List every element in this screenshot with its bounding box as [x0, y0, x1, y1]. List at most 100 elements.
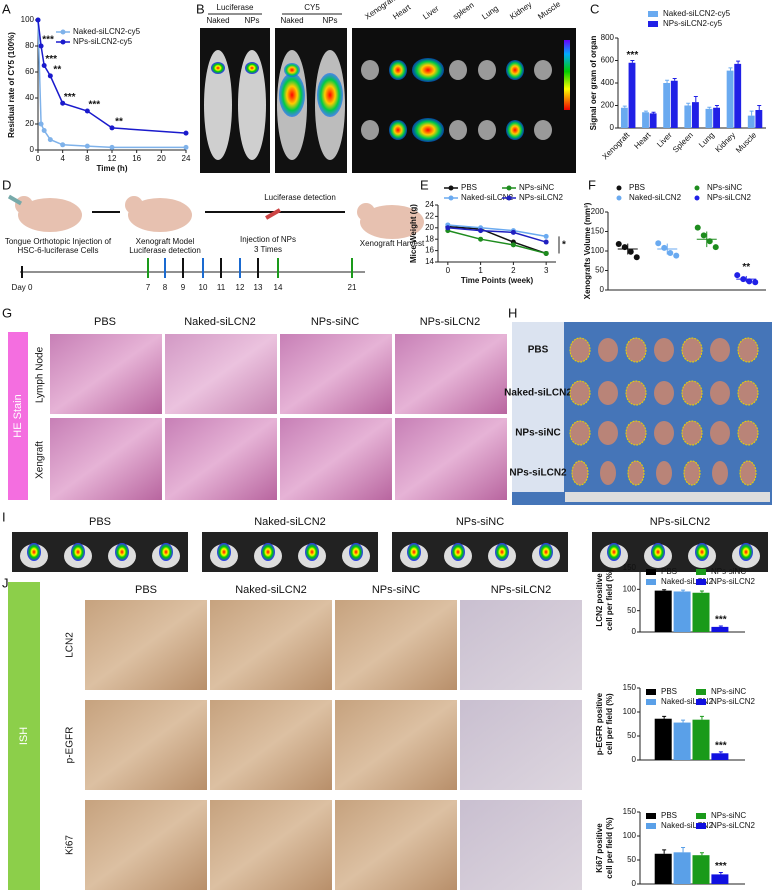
- signal: [739, 543, 753, 561]
- bar: [654, 853, 672, 884]
- y-tick-label: 600: [601, 56, 615, 65]
- data-point: [543, 250, 549, 256]
- organ: [412, 118, 444, 142]
- bar: [620, 107, 628, 128]
- signal: [407, 543, 421, 561]
- series-line: [447, 224, 547, 238]
- mouse-label: Naked: [206, 16, 229, 25]
- he-image: [50, 418, 162, 500]
- x-tick-label: 8: [85, 154, 90, 163]
- y-tick-label: 0: [30, 145, 35, 154]
- data-point: [667, 249, 674, 256]
- legend-swatch: [648, 21, 658, 27]
- annotation: ***: [42, 35, 54, 46]
- signal: [159, 543, 173, 561]
- ish-image: [335, 600, 457, 690]
- legend-swatch: [646, 699, 656, 705]
- he-image: [395, 418, 507, 500]
- tissue-label: Lymph Node: [35, 346, 46, 403]
- ish-image: [85, 600, 207, 690]
- y-tick-label: 50: [627, 606, 636, 615]
- y-axis-label: Residual rate of CY5 (100%): [7, 32, 16, 138]
- legend-label: Naked-siLCN2: [661, 821, 714, 830]
- tumor: [600, 461, 616, 485]
- data-point: [445, 225, 451, 231]
- day-label: 10: [199, 283, 208, 292]
- legend-swatch: [696, 823, 706, 829]
- legend-label: NPs-siNC: [519, 183, 554, 192]
- signal: [27, 543, 41, 561]
- mouse: [128, 198, 192, 232]
- tumor: [656, 461, 672, 485]
- data-point: [109, 125, 115, 131]
- he-image: [165, 334, 277, 414]
- bar: [755, 110, 763, 128]
- row-label: NPs-siLCN2: [509, 468, 567, 479]
- group-label: Naked-siLCN2: [184, 316, 256, 328]
- organ-label: Lung: [480, 4, 500, 22]
- data-point: [752, 279, 759, 286]
- legend-label: PBS: [629, 183, 645, 192]
- legend-label: NPs-siLCN2: [711, 577, 756, 586]
- day-label: 9: [181, 283, 186, 292]
- y-tick-label: 0: [600, 285, 605, 294]
- bar: [692, 102, 699, 128]
- error-bar: [622, 105, 627, 108]
- data-point: [712, 244, 719, 251]
- syringe: [7, 194, 23, 206]
- tumor: [683, 460, 701, 486]
- step-label: Xenograft Model: [136, 237, 195, 246]
- ish-image: [335, 800, 457, 890]
- panel-letter: C: [590, 1, 599, 16]
- bar: [726, 70, 734, 128]
- he-image: [395, 334, 507, 414]
- imaging-label: Luciferase: [217, 3, 254, 12]
- legend-swatch: [646, 823, 656, 829]
- annotation: **: [115, 117, 123, 128]
- data-point: [47, 137, 53, 143]
- signal: [115, 543, 129, 561]
- series-line: [447, 229, 547, 255]
- x-tick-label: 12: [108, 154, 117, 163]
- error-bar: [718, 871, 723, 875]
- data-point: [543, 239, 549, 245]
- annotation: ***: [88, 100, 100, 111]
- data-point: [543, 233, 549, 239]
- y-tick-label: 150: [623, 683, 637, 692]
- y-axis-label: cell per field (%): [605, 817, 614, 879]
- signal: [245, 62, 259, 74]
- data-point: [673, 252, 680, 259]
- step-label: Tongue Orthotopic Injection of: [5, 237, 112, 246]
- panel-letter: A: [2, 1, 11, 16]
- y-tick-label: 50: [627, 731, 636, 740]
- bar: [673, 591, 691, 632]
- data-point: [41, 63, 47, 68]
- error-bar: [672, 78, 677, 81]
- panel-letter: I: [2, 509, 6, 524]
- y-axis-label: p-EGFR positive: [595, 692, 604, 755]
- legend-swatch: [696, 699, 706, 705]
- method-label: ISH: [18, 727, 30, 745]
- error-bar: [714, 105, 719, 108]
- data-point: [694, 224, 701, 231]
- error-bar: [662, 589, 667, 591]
- ruler: [565, 492, 770, 502]
- he-image: [280, 418, 392, 500]
- bar: [711, 626, 729, 632]
- x-tick-label: Liver: [655, 130, 674, 149]
- mouse-label: Naked: [280, 16, 303, 25]
- step-label: HSC-6-luciferase Cells: [18, 246, 99, 255]
- legend-marker: [694, 195, 700, 201]
- legend-label: PBS: [661, 687, 677, 696]
- he-image: [280, 334, 392, 414]
- signal: [349, 543, 363, 561]
- error-bar: [686, 102, 691, 106]
- data-point: [84, 143, 90, 149]
- signal: [211, 62, 225, 74]
- mouse-label: NPs: [244, 16, 259, 25]
- step-label: Luciferase detection: [129, 246, 201, 255]
- x-tick-label: 0: [36, 154, 41, 163]
- panel-letter: J: [2, 575, 9, 590]
- mouse: [360, 205, 424, 239]
- tumor: [569, 380, 591, 406]
